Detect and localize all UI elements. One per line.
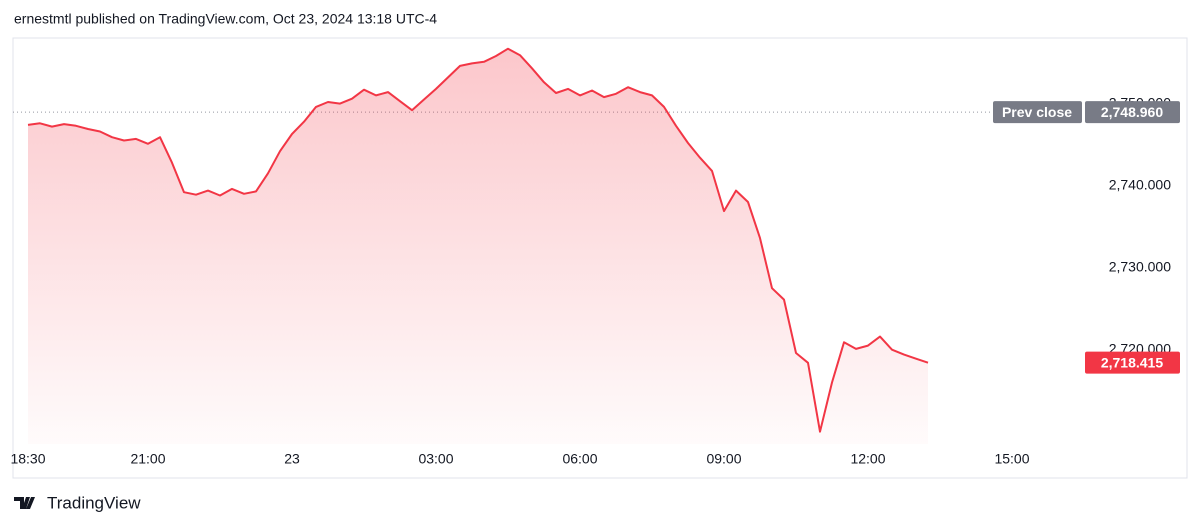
prev-close-value-box: [1085, 101, 1180, 124]
x-tick-label: 21:00: [130, 451, 165, 467]
prev-close-value: 2,748.960: [1101, 104, 1163, 120]
header: ernestmtl published on TradingView.com, …: [14, 11, 437, 27]
prev-close-name-box: [993, 101, 1082, 124]
y-tick-label: 2,740.000: [1109, 176, 1171, 192]
x-tick-label: 12:00: [850, 451, 885, 467]
logo: [14, 497, 35, 509]
prev-close-name: Prev close: [1002, 104, 1072, 120]
x-tick-label: 18:30: [10, 451, 45, 467]
y-tick-label: 2,730.000: [1109, 258, 1171, 274]
chart-frame: [12, 37, 1188, 479]
last-price-box: [1085, 351, 1180, 374]
last-price-label: 2,718.415: [1101, 354, 1163, 370]
area-fill: [28, 48, 928, 444]
price-line: [27, 47, 929, 433]
x-tick-label: 06:00: [562, 451, 597, 467]
x-tick-label: 03:00: [418, 451, 453, 467]
x-tick-label: 09:00: [706, 451, 741, 467]
brand: TradingView: [47, 493, 141, 512]
x-tick-label: 23: [284, 451, 300, 467]
x-tick-label: 15:00: [994, 451, 1029, 467]
